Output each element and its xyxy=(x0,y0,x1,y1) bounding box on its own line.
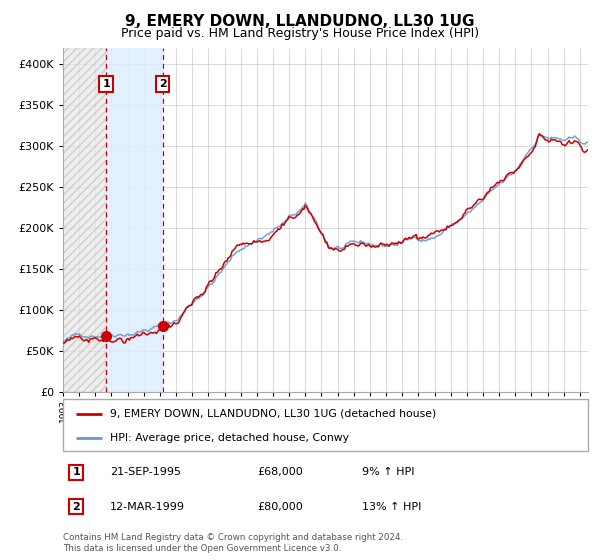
Text: HPI: Average price, detached house, Conwy: HPI: Average price, detached house, Conw… xyxy=(110,433,349,443)
Text: 1: 1 xyxy=(102,79,110,89)
Text: Contains HM Land Registry data © Crown copyright and database right 2024.
This d: Contains HM Land Registry data © Crown c… xyxy=(63,533,403,553)
Text: 12-MAR-1999: 12-MAR-1999 xyxy=(110,502,185,512)
Text: £80,000: £80,000 xyxy=(257,502,303,512)
Text: 21-SEP-1995: 21-SEP-1995 xyxy=(110,468,181,478)
Text: 9% ↑ HPI: 9% ↑ HPI xyxy=(362,468,415,478)
Text: 13% ↑ HPI: 13% ↑ HPI xyxy=(362,502,422,512)
Text: 2: 2 xyxy=(72,502,80,512)
Text: 9, EMERY DOWN, LLANDUDNO, LL30 1UG (detached house): 9, EMERY DOWN, LLANDUDNO, LL30 1UG (deta… xyxy=(110,409,437,419)
Bar xyxy=(63,48,106,392)
FancyBboxPatch shape xyxy=(63,399,588,451)
Text: 2: 2 xyxy=(159,79,166,89)
Text: 9, EMERY DOWN, LLANDUDNO, LL30 1UG: 9, EMERY DOWN, LLANDUDNO, LL30 1UG xyxy=(125,14,475,29)
Bar xyxy=(106,48,163,392)
Text: £68,000: £68,000 xyxy=(257,468,303,478)
Text: 1: 1 xyxy=(72,468,80,478)
Text: Price paid vs. HM Land Registry's House Price Index (HPI): Price paid vs. HM Land Registry's House … xyxy=(121,27,479,40)
